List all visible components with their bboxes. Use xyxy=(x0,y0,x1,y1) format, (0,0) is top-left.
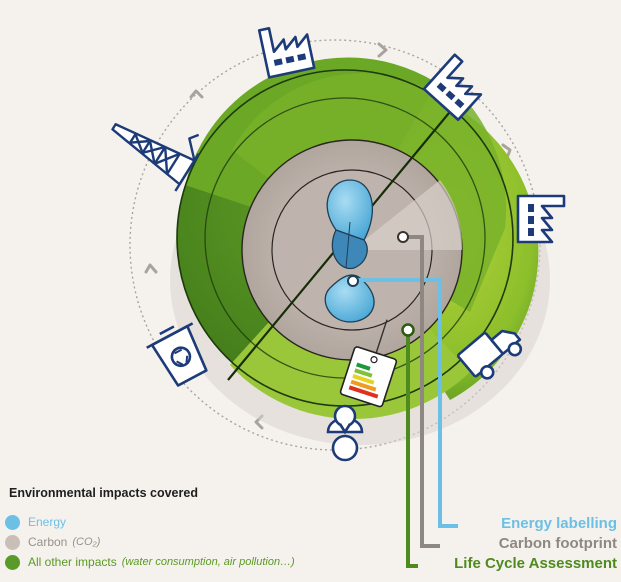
legend-item: All other impacts (water consumption, air… xyxy=(5,552,405,572)
carbon-pin xyxy=(397,231,409,243)
legend-note: (CO₂) xyxy=(72,536,101,548)
legend: Environmental impacts covered Energy Carb… xyxy=(5,486,405,572)
legend-swatch-icon xyxy=(5,514,20,530)
legend-items: Energy Carbon (CO₂) All other impacts (water… xyxy=(5,512,405,572)
recycling-bin-icon xyxy=(146,322,208,387)
oil-rig-icon xyxy=(111,123,200,192)
callout-life-cycle-assessment: Life Cycle Assessment xyxy=(454,555,617,572)
legend-label: Carbon xyxy=(28,535,68,549)
energy-pin xyxy=(347,275,359,287)
energy-label-tag-icon xyxy=(339,319,398,408)
legend-swatch-icon xyxy=(5,534,20,550)
person-icon xyxy=(326,404,364,462)
callout-carbon-footprint: Carbon footprint xyxy=(498,535,617,552)
factory-icon xyxy=(422,53,483,122)
legend-swatch-icon xyxy=(5,554,20,570)
callout-leaders xyxy=(355,235,458,568)
legend-item: Energy xyxy=(5,512,405,532)
legend-label: Energy xyxy=(28,515,67,529)
factory-icon xyxy=(516,194,566,244)
legend-label: All other impacts xyxy=(28,555,117,569)
callout-energy-labelling: Energy labelling xyxy=(501,515,617,532)
legend-note: (water consumption, air pollution…) xyxy=(121,556,295,568)
other-impacts-pin xyxy=(401,323,415,337)
legend-item: Carbon (CO₂) xyxy=(5,532,405,552)
energy-kernel xyxy=(324,179,375,323)
legend-title: Environmental impacts covered xyxy=(9,486,198,500)
truck-icon xyxy=(456,329,523,380)
factory-icon xyxy=(257,27,316,79)
